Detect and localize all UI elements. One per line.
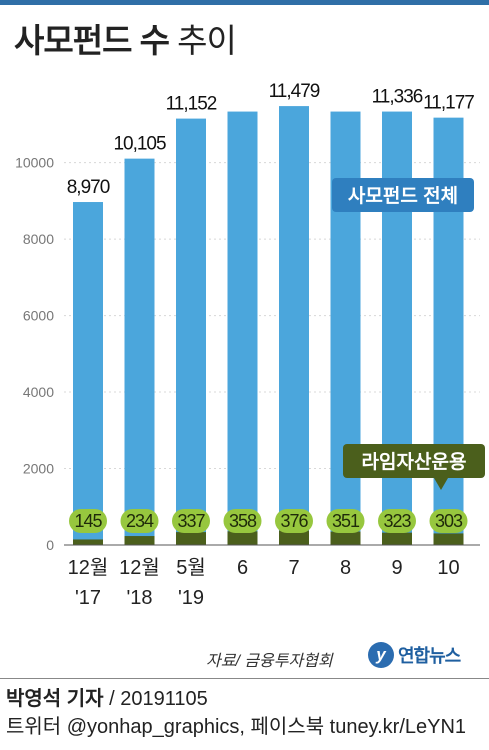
x-category-label: 12월 [119, 556, 160, 579]
lime-value-label: 351 [332, 511, 360, 531]
top-rule [0, 0, 489, 5]
lime-bar [382, 532, 412, 545]
y-tick-label: 6000 [23, 308, 54, 324]
social-links: 트위터 @yonhap_graphics, 페이스북 tuney.kr/LeYN… [6, 716, 467, 738]
total-bar [73, 202, 103, 545]
lime-value-label: 337 [177, 511, 205, 531]
lime-bar [124, 536, 155, 545]
lime-value-label: 323 [383, 511, 411, 531]
x-category-label: '19 [178, 587, 204, 609]
y-tick-label: 4000 [23, 384, 54, 400]
x-category-label: 12월 [68, 556, 109, 579]
total-bar [330, 111, 361, 546]
lime-bar [330, 531, 361, 545]
total-value-label: 11,479 [269, 81, 320, 102]
y-tick-label: 2000 [23, 461, 54, 477]
x-category-label: 9 [391, 557, 402, 579]
legend-total-label: 사모펀드 전체 [348, 185, 458, 207]
total-bar [382, 111, 412, 546]
reporter-name: 박영석 기자 [6, 688, 104, 710]
lime-value-pill [275, 509, 313, 533]
x-category-label: 5월 [176, 556, 206, 579]
x-category-label: 8 [340, 557, 351, 579]
total-bar [279, 106, 309, 546]
lime-value-label: 376 [280, 511, 308, 531]
yonhap-logo-icon: y [368, 642, 394, 668]
lime-value-pill [223, 509, 262, 533]
lime-value-pill [172, 509, 210, 533]
total-bar [124, 158, 155, 545]
title-bold: 사모펀드 수 [14, 22, 170, 59]
yonhap-logo: y 연합뉴스 [368, 640, 461, 670]
lime-value-pill [429, 509, 468, 533]
lime-bar [176, 532, 206, 545]
x-category-label: 10 [437, 557, 459, 579]
y-tick-label: 0 [46, 537, 54, 553]
yonhap-logo-text: 연합뉴스 [398, 646, 461, 666]
x-category-label: 7 [288, 557, 299, 579]
lime-value-pill [69, 509, 107, 533]
lime-bar [73, 539, 103, 545]
lime-bar [227, 531, 258, 545]
credit-separator: / [103, 688, 121, 710]
lime-value-label: 234 [126, 511, 154, 531]
y-tick-label: 10000 [15, 155, 54, 171]
chart-title: 사모펀드 수 추이 [14, 14, 237, 62]
total-value-label: 8,970 [67, 177, 110, 198]
publish-date: 20191105 [120, 688, 208, 710]
footer-divider [0, 678, 489, 679]
legend-lime-box [343, 444, 485, 478]
legend-lime-label: 라임자산운용 [362, 451, 467, 473]
x-category-label: '18 [126, 587, 152, 609]
total-bar [227, 111, 258, 546]
legend-lime-pointer [434, 478, 448, 490]
title-light: 추이 [168, 22, 237, 59]
lime-value-label: 303 [435, 511, 463, 531]
total-value-label: 11,336 [372, 87, 423, 108]
total-bar [176, 118, 206, 545]
legend-total-box [332, 178, 474, 212]
lime-value-pill [326, 509, 365, 533]
total-value-label: 11,152 [166, 94, 217, 115]
total-value-label: 10,105 [113, 134, 166, 155]
lime-value-pill [378, 509, 416, 533]
lime-value-pill [120, 509, 159, 533]
lime-bar [279, 530, 309, 545]
lime-value-label: 358 [229, 511, 257, 531]
source-note: 자료/ 금융투자협회 [206, 653, 333, 670]
lime-value-label: 145 [74, 511, 102, 531]
credit-line: 박영석 기자 / 20191105 [6, 682, 208, 711]
y-tick-label: 8000 [23, 231, 54, 247]
total-value-label: 11,177 [423, 93, 474, 114]
x-category-label: 6 [237, 557, 248, 579]
lime-bar [433, 533, 464, 545]
x-category-label: '17 [75, 587, 101, 609]
